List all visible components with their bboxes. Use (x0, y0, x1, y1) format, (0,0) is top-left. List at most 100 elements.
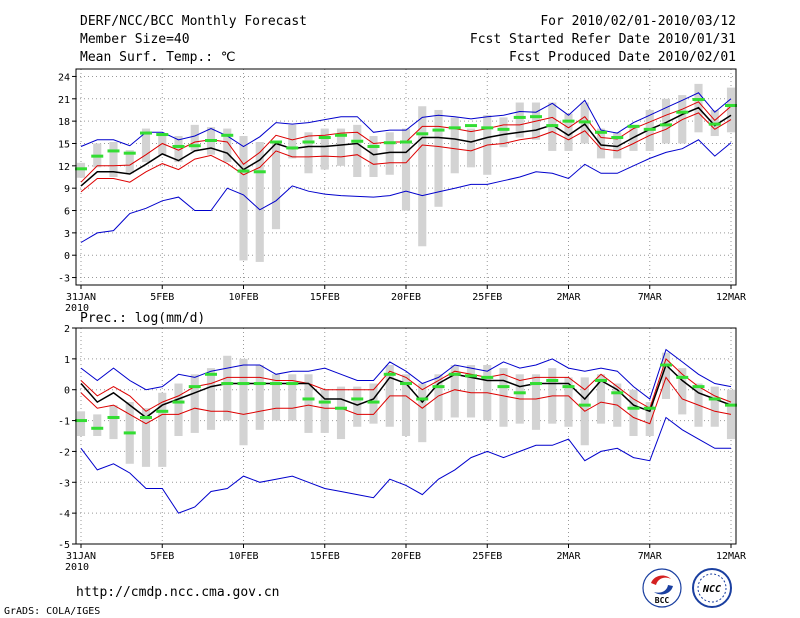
temp-observed-11 (253, 170, 266, 174)
precip-member-bar-11 (255, 365, 264, 430)
temp-observed-10 (237, 169, 250, 173)
temp-ytick-label-7: 18 (58, 117, 70, 128)
precip-member-bar-39 (710, 386, 719, 427)
temp-member-bar-7 (190, 124, 199, 151)
temp-xtick-label-0: 31JAN (66, 292, 96, 303)
precip-member-bar-14 (304, 374, 313, 433)
precip-member-bar-10 (239, 358, 248, 446)
precip-member-bar-23 (450, 365, 459, 418)
precip-series-min (80, 416, 731, 514)
header-variable: Mean Surf. Temp.: ℃ (80, 50, 235, 65)
precip-xtick-label-4: 20FEB (391, 551, 421, 562)
precip-observed-2 (107, 415, 120, 419)
temp-observed-32 (595, 130, 607, 134)
temp-ytick-label-1: 0 (64, 251, 70, 262)
temp-member-bar-20 (401, 128, 411, 211)
precip-member-bar-36 (661, 352, 671, 399)
precip-observed-12 (270, 382, 282, 386)
precip-observed-25 (481, 375, 494, 379)
temp-observed-24 (465, 124, 477, 128)
precip-ytick-label-0: -5 (58, 540, 70, 551)
precip-observed-31 (578, 403, 591, 407)
precip-observed-15 (318, 400, 331, 404)
temp-member-bar-11 (255, 141, 264, 262)
temp-observed-7 (188, 144, 201, 148)
precip-observed-17 (351, 397, 364, 401)
temp-observed-37 (676, 110, 689, 114)
precip-observed-7 (188, 385, 201, 389)
precip-ytick-label-7: 2 (64, 324, 70, 335)
precip-member-bar-21 (418, 383, 427, 443)
precip-observed-8 (205, 372, 217, 376)
temp-member-bar-17 (353, 124, 362, 177)
temp-xtick-label-2: 10FEB (228, 292, 258, 303)
temp-observed-17 (351, 139, 364, 143)
bcc-logo-ring (642, 568, 682, 608)
temp-member-bar-40 (726, 87, 736, 133)
temp-member-bar-14 (304, 132, 313, 174)
precip-member-bar-13 (288, 374, 297, 421)
temp-xtick-label-1: 5FEB (150, 292, 174, 303)
precip-member-bar-40 (726, 389, 736, 440)
precip-member-bar-12 (271, 374, 281, 421)
temp-xtick-label-4: 20FEB (391, 292, 421, 303)
precip-observed-28 (530, 382, 542, 386)
precip-x-year-label: 2010 (65, 562, 89, 573)
precip-observed-18 (367, 400, 380, 404)
ncc-logo-text: NCC (702, 584, 721, 595)
precip-observed-37 (676, 375, 689, 379)
precip-xtick-label-1: 5FEB (150, 551, 174, 562)
temp-observed-12 (270, 140, 282, 144)
precip-xtick-label-6: 2MAR (556, 551, 581, 562)
precip-observed-13 (286, 382, 299, 386)
footer-url: http://cmdp.ncc.cma.gov.cn (76, 585, 280, 600)
temp-observed-38 (692, 98, 705, 102)
temp-member-bar-26 (499, 117, 508, 148)
header: DERF/NCC/BCC Monthly Forecast Member Siz… (80, 14, 736, 65)
precip-observed-10 (237, 382, 250, 386)
temp-member-bar-22 (434, 109, 443, 207)
precip-member-bar-22 (434, 374, 443, 421)
precip-observed-29 (546, 378, 559, 382)
temp-member-bar-16 (336, 128, 346, 166)
header-period: For 2010/02/01-2010/03/12 (540, 14, 736, 29)
ncc-logo: NCC (692, 568, 732, 608)
temp-ytick-label-9: 24 (58, 72, 70, 83)
temp-observed-22 (432, 128, 445, 132)
precip-observed-20 (400, 382, 412, 386)
temp-member-bar-15 (320, 128, 329, 170)
temp-observed-40 (725, 103, 737, 107)
temp-observed-23 (448, 126, 461, 130)
temp-observed-18 (367, 144, 380, 148)
bcc-logo-text: BCC (655, 596, 670, 605)
temp-member-bar-10 (239, 136, 248, 261)
precip-member-bar-28 (531, 374, 541, 430)
temp-observed-1 (91, 154, 104, 158)
temp-observed-0 (75, 167, 87, 171)
precip-member-bar-7 (190, 374, 199, 433)
precip-ytick-label-3: -2 (58, 447, 70, 458)
precip-observed-19 (383, 372, 396, 376)
temp-observed-30 (562, 119, 575, 123)
temp-member-bar-24 (466, 128, 476, 168)
precip-ytick-label-4: -1 (58, 417, 70, 428)
precip-xtick-label-7: 7MAR (638, 551, 663, 562)
header-title: DERF/NCC/BCC Monthly Forecast (80, 14, 307, 29)
temp-ytick-label-3: 6 (64, 207, 70, 218)
precip-observed-32 (595, 378, 607, 382)
precip-member-bar-26 (499, 368, 508, 427)
precip-observed-6 (172, 400, 185, 404)
precip-observed-33 (611, 391, 624, 395)
temp-member-bar-9 (223, 128, 232, 163)
precip-member-bar-24 (466, 365, 476, 418)
header-member-size: Member Size=40 (80, 32, 190, 47)
temp-observed-4 (140, 131, 152, 135)
ncc-logo-ring (692, 568, 732, 608)
precip-member-bar-2 (109, 405, 118, 440)
precip-observed-36 (660, 363, 672, 367)
precip-member-bar-6 (174, 383, 183, 436)
temp-xtick-label-5: 25FEB (472, 292, 502, 303)
temp-member-bar-12 (271, 143, 281, 230)
temp-observed-35 (643, 127, 656, 131)
